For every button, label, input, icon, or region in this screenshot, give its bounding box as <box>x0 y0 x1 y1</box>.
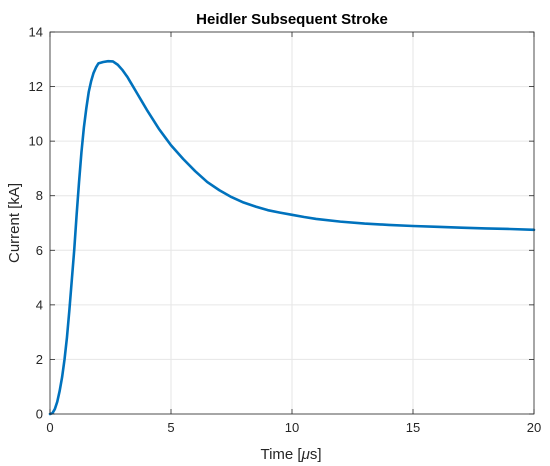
x-axis-title: Time [μs] <box>260 446 321 463</box>
y-tick-label: 4 <box>36 297 43 312</box>
chart-title: Heidler Subsequent Stroke <box>196 11 388 28</box>
y-tick-label: 8 <box>36 188 43 203</box>
x-tick-label: 0 <box>46 420 53 435</box>
y-tick-label: 12 <box>29 79 43 94</box>
x-tick-label: 15 <box>406 420 420 435</box>
y-tick-label: 10 <box>29 134 43 149</box>
grid-lines <box>49 31 535 415</box>
y-axis-title: Current [kA] <box>6 183 23 263</box>
x-tick-label: 5 <box>167 420 174 435</box>
x-tick-label: 10 <box>285 420 299 435</box>
y-tick-label: 6 <box>36 243 43 258</box>
y-tick-label: 0 <box>36 407 43 422</box>
axis-ticks: 0 5 10 15 20 0 2 4 6 8 10 12 14 <box>29 25 542 436</box>
y-tick-label: 14 <box>29 25 43 40</box>
series-layer <box>48 59 536 416</box>
x-tick-label: 20 <box>527 420 541 435</box>
series-line <box>48 59 536 416</box>
y-tick-label: 2 <box>36 352 43 367</box>
